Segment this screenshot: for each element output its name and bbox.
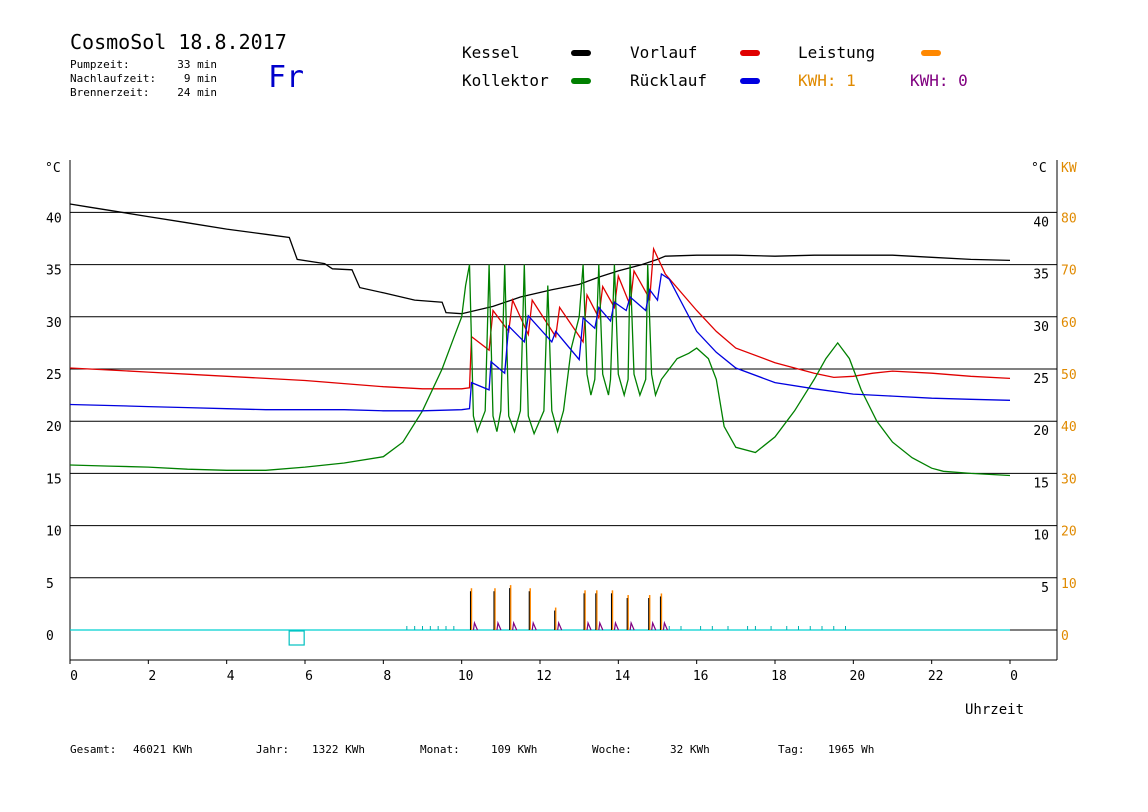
info-row: Pumpzeit: 33 min: [70, 58, 217, 71]
y-tick-right-power: 80: [1061, 211, 1077, 226]
x-tick-label: 0: [1010, 669, 1018, 684]
y-tick-right-temp: 30: [1033, 320, 1049, 335]
stat-label: Woche:: [592, 743, 632, 756]
y-tick-right-temp: 5: [1041, 581, 1049, 596]
series-line: [69, 203, 1011, 315]
y-tick-right-temp: 10: [1033, 529, 1049, 544]
pump-blip: [496, 620, 502, 631]
x-axis-label: Uhrzeit: [965, 702, 1025, 718]
series-line: [69, 246, 1011, 390]
y-tick-right-temp: 40: [1033, 215, 1049, 230]
legend-label: Vorlauf: [630, 43, 698, 62]
x-tick-label: 6: [305, 669, 313, 684]
stat-label: Monat:: [420, 743, 460, 756]
pump-blip: [472, 620, 479, 631]
pump-blip: [651, 620, 657, 631]
info-value: 9 min: [183, 72, 217, 85]
x-tick-label: 14: [615, 669, 631, 684]
y-tick-right-power: 10: [1061, 577, 1077, 592]
legend-label: Leistung: [798, 43, 876, 62]
legend-label: Kessel: [462, 43, 520, 62]
pump-blip: [598, 620, 604, 631]
y-tick-left: 10: [46, 525, 62, 540]
x-tick-label: 10: [458, 669, 474, 684]
info-row: Brennerzeit: 24 min: [70, 86, 217, 99]
pump-blip: [662, 620, 668, 631]
legend-swatch: [921, 50, 941, 56]
y-tick-left: 15: [46, 472, 62, 487]
info-row: Nachlaufzeit: 9 min: [70, 72, 217, 85]
y-tick-right-temp: 25: [1033, 372, 1049, 387]
x-tick-label: 12: [536, 669, 552, 684]
info-label: Pumpzeit:: [70, 58, 130, 71]
pump-blip: [629, 620, 635, 631]
info-label: Brennerzeit:: [70, 86, 150, 99]
stat-label: Gesamt:: [70, 743, 117, 756]
x-tick-label: 18: [771, 669, 787, 684]
stat-value: 1965 Wh: [828, 743, 875, 756]
y-tick-left: 40: [46, 211, 62, 226]
y-tick-left: 25: [46, 368, 62, 383]
legend-swatch: [740, 50, 760, 56]
legend-swatch: [571, 78, 591, 84]
pump-blip: [613, 620, 620, 631]
y-left-unit: °C: [45, 161, 61, 176]
stat-value: 109 KWh: [491, 743, 538, 756]
x-tick-label: 2: [148, 669, 156, 684]
y-right-temp-unit: °C: [1031, 161, 1047, 176]
stat-value: 46021 KWh: [133, 743, 193, 756]
y-tick-right-temp: 15: [1033, 476, 1049, 491]
y-tick-left: 0: [46, 629, 54, 644]
time-marker: [288, 630, 305, 646]
legend-label: KWH: 1: [798, 71, 856, 90]
y-tick-right-power: 70: [1061, 264, 1077, 279]
x-tick-label: 20: [850, 669, 866, 684]
y-tick-right-power: 30: [1061, 472, 1077, 487]
x-tick-label: 22: [928, 669, 944, 684]
y-tick-right-temp: 35: [1033, 268, 1049, 283]
legend-label: KWH: 0: [910, 71, 968, 90]
y-tick-right-power: 50: [1061, 368, 1077, 383]
y-tick-right-power: 0: [1061, 629, 1069, 644]
y-right-power-unit: KW: [1061, 161, 1077, 176]
series-line: [69, 264, 1011, 477]
x-tick-label: 16: [693, 669, 709, 684]
legend-swatch: [740, 78, 760, 84]
stat-label: Tag:: [778, 743, 805, 756]
pump-blip: [557, 620, 563, 631]
y-tick-left: 20: [46, 420, 62, 435]
info-value: 33 min: [177, 58, 217, 71]
x-tick-label: 0: [70, 669, 78, 684]
y-tick-left: 35: [46, 264, 62, 279]
y-tick-left: 5: [46, 577, 54, 592]
y-tick-right-power: 20: [1061, 525, 1077, 540]
y-tick-left: 30: [46, 316, 62, 331]
info-label: Nachlaufzeit:: [70, 72, 157, 85]
legend-swatch: [571, 50, 591, 56]
pump-blip: [531, 620, 537, 631]
x-tick-label: 8: [383, 669, 391, 684]
stat-value: 1322 KWh: [312, 743, 365, 756]
page-title: CosmoSol 18.8.2017: [70, 30, 287, 54]
legend-label: Rücklauf: [630, 71, 708, 90]
y-tick-right-temp: 20: [1033, 424, 1049, 439]
legend-label: Kollektor: [462, 71, 549, 90]
y-tick-right-power: 40: [1061, 420, 1077, 435]
stat-value: 32 KWh: [670, 743, 710, 756]
series-line: [69, 272, 1011, 412]
y-tick-right-power: 60: [1061, 316, 1077, 331]
x-tick-label: 4: [227, 669, 235, 684]
weekday-label: Fr: [268, 60, 305, 95]
pump-blip: [586, 620, 592, 631]
pump-blip: [512, 620, 518, 631]
stat-label: Jahr:: [256, 743, 290, 756]
info-value: 24 min: [177, 86, 217, 99]
